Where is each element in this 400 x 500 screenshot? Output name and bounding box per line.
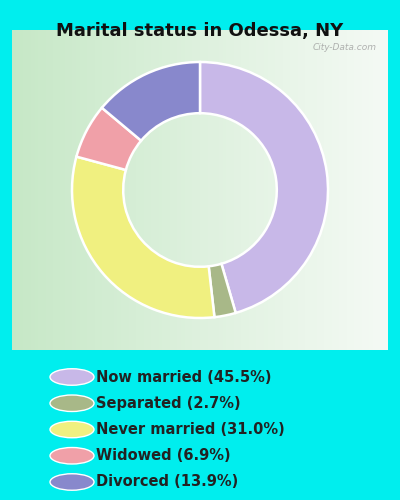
Wedge shape bbox=[102, 62, 200, 140]
Wedge shape bbox=[200, 62, 328, 313]
Text: Divorced (13.9%): Divorced (13.9%) bbox=[96, 474, 238, 490]
Circle shape bbox=[50, 474, 94, 490]
Wedge shape bbox=[76, 108, 141, 170]
Text: Never married (31.0%): Never married (31.0%) bbox=[96, 422, 285, 437]
Circle shape bbox=[50, 369, 94, 385]
Text: Now married (45.5%): Now married (45.5%) bbox=[96, 370, 272, 384]
Text: Marital status in Odessa, NY: Marital status in Odessa, NY bbox=[56, 22, 344, 40]
Circle shape bbox=[50, 421, 94, 438]
Wedge shape bbox=[72, 156, 214, 318]
Circle shape bbox=[50, 395, 94, 411]
Text: Separated (2.7%): Separated (2.7%) bbox=[96, 396, 241, 411]
Wedge shape bbox=[209, 264, 236, 317]
Text: City-Data.com: City-Data.com bbox=[313, 43, 377, 52]
Text: Widowed (6.9%): Widowed (6.9%) bbox=[96, 448, 231, 463]
Circle shape bbox=[50, 448, 94, 464]
